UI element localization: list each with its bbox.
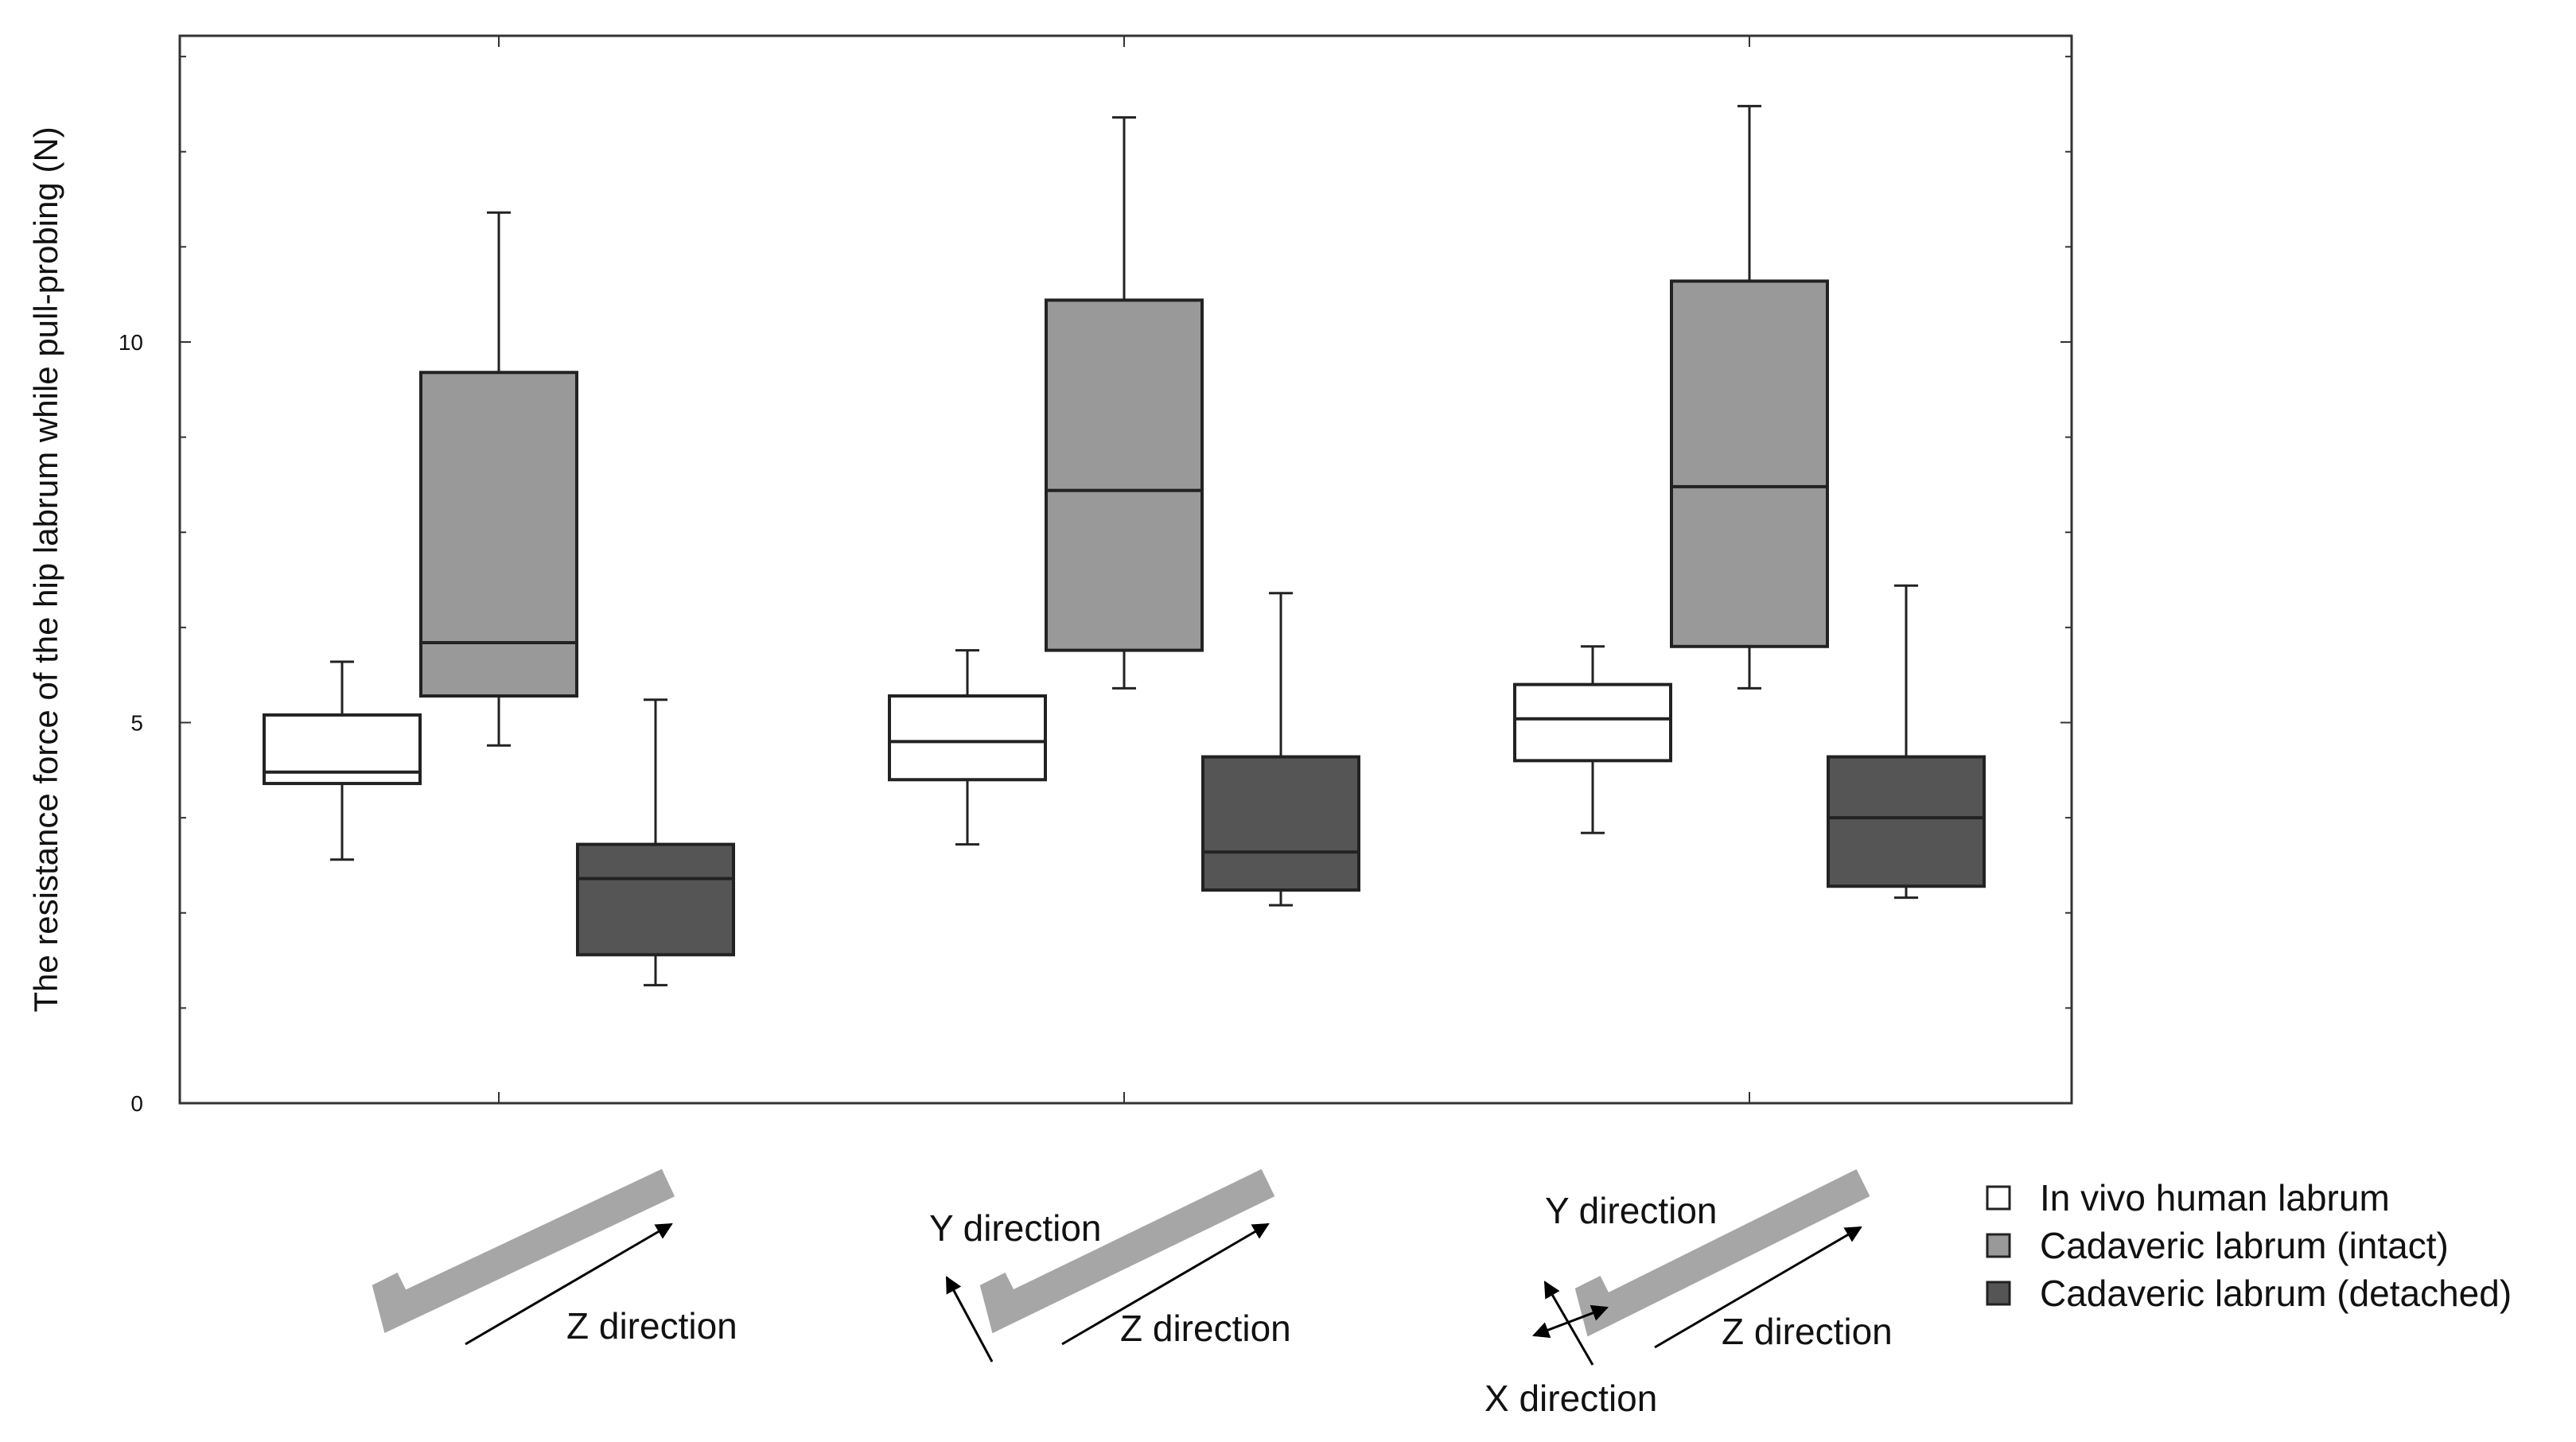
y-tick-label: 0 bbox=[130, 1091, 143, 1116]
box-iqr bbox=[1827, 755, 1986, 888]
box-2-group-3 bbox=[1670, 104, 1829, 690]
z-direction-label: Z direction bbox=[1722, 1311, 1893, 1352]
direction-diagram-group-1: Z direction bbox=[372, 1168, 737, 1347]
box-2-group-2 bbox=[1045, 116, 1204, 690]
box-plot-series bbox=[263, 104, 1986, 987]
plot-frame bbox=[178, 34, 2073, 1105]
y-tick-label: 10 bbox=[119, 330, 143, 355]
legend: In vivo human labrum Cadaveric labrum (i… bbox=[1986, 1177, 2512, 1314]
direction-diagram-group-2: Y direction Z direction bbox=[929, 1168, 1291, 1362]
z-direction-label: Z direction bbox=[1120, 1308, 1291, 1349]
y-tick-label: 5 bbox=[130, 711, 143, 736]
z-direction-arrow bbox=[465, 1222, 673, 1346]
box-1-group-2 bbox=[888, 649, 1047, 846]
box-iqr bbox=[576, 842, 735, 957]
y-direction-label: Y direction bbox=[929, 1207, 1102, 1249]
legend-label-intact: Cadaveric labrum (intact) bbox=[2040, 1225, 2449, 1266]
y-direction-label: Y direction bbox=[1545, 1190, 1718, 1231]
box-iqr bbox=[888, 694, 1047, 782]
legend-label-detached: Cadaveric labrum (detached) bbox=[2040, 1273, 2512, 1314]
box-1-group-1 bbox=[263, 660, 422, 861]
legend-swatch-in-vivo bbox=[1986, 1185, 2011, 1211]
box-iqr bbox=[419, 371, 578, 698]
y-direction-arrow bbox=[945, 1276, 994, 1362]
y-axis-title: The resistance force of the hip labrum w… bbox=[27, 126, 64, 1013]
axis-ticks: 0 5 10 bbox=[119, 36, 2072, 1116]
x-direction-label: X direction bbox=[1485, 1378, 1657, 1419]
z-direction-arrow bbox=[1654, 1226, 1862, 1349]
box-iqr bbox=[1670, 279, 1829, 648]
box-iqr bbox=[1045, 298, 1204, 652]
probe-shape-icon bbox=[979, 1168, 1275, 1334]
box-3-group-3 bbox=[1827, 584, 1986, 900]
legend-swatch-detached bbox=[1986, 1281, 2011, 1306]
box-2-group-1 bbox=[419, 211, 578, 747]
box-3-group-1 bbox=[576, 698, 735, 987]
legend-swatch-intact bbox=[1986, 1233, 2011, 1258]
x-direction-arrow bbox=[1532, 1304, 1609, 1339]
z-direction-arrow bbox=[1061, 1222, 1270, 1346]
z-direction-label: Z direction bbox=[566, 1305, 737, 1347]
legend-label-in-vivo: In vivo human labrum bbox=[2040, 1177, 2390, 1219]
probe-shape-icon bbox=[372, 1168, 675, 1333]
box-iqr bbox=[1513, 682, 1672, 763]
direction-diagram-group-3: Y direction Z direction X direction bbox=[1485, 1168, 1893, 1419]
box-iqr bbox=[1201, 755, 1360, 892]
box-3-group-2 bbox=[1201, 592, 1360, 907]
box-1-group-3 bbox=[1513, 645, 1672, 834]
